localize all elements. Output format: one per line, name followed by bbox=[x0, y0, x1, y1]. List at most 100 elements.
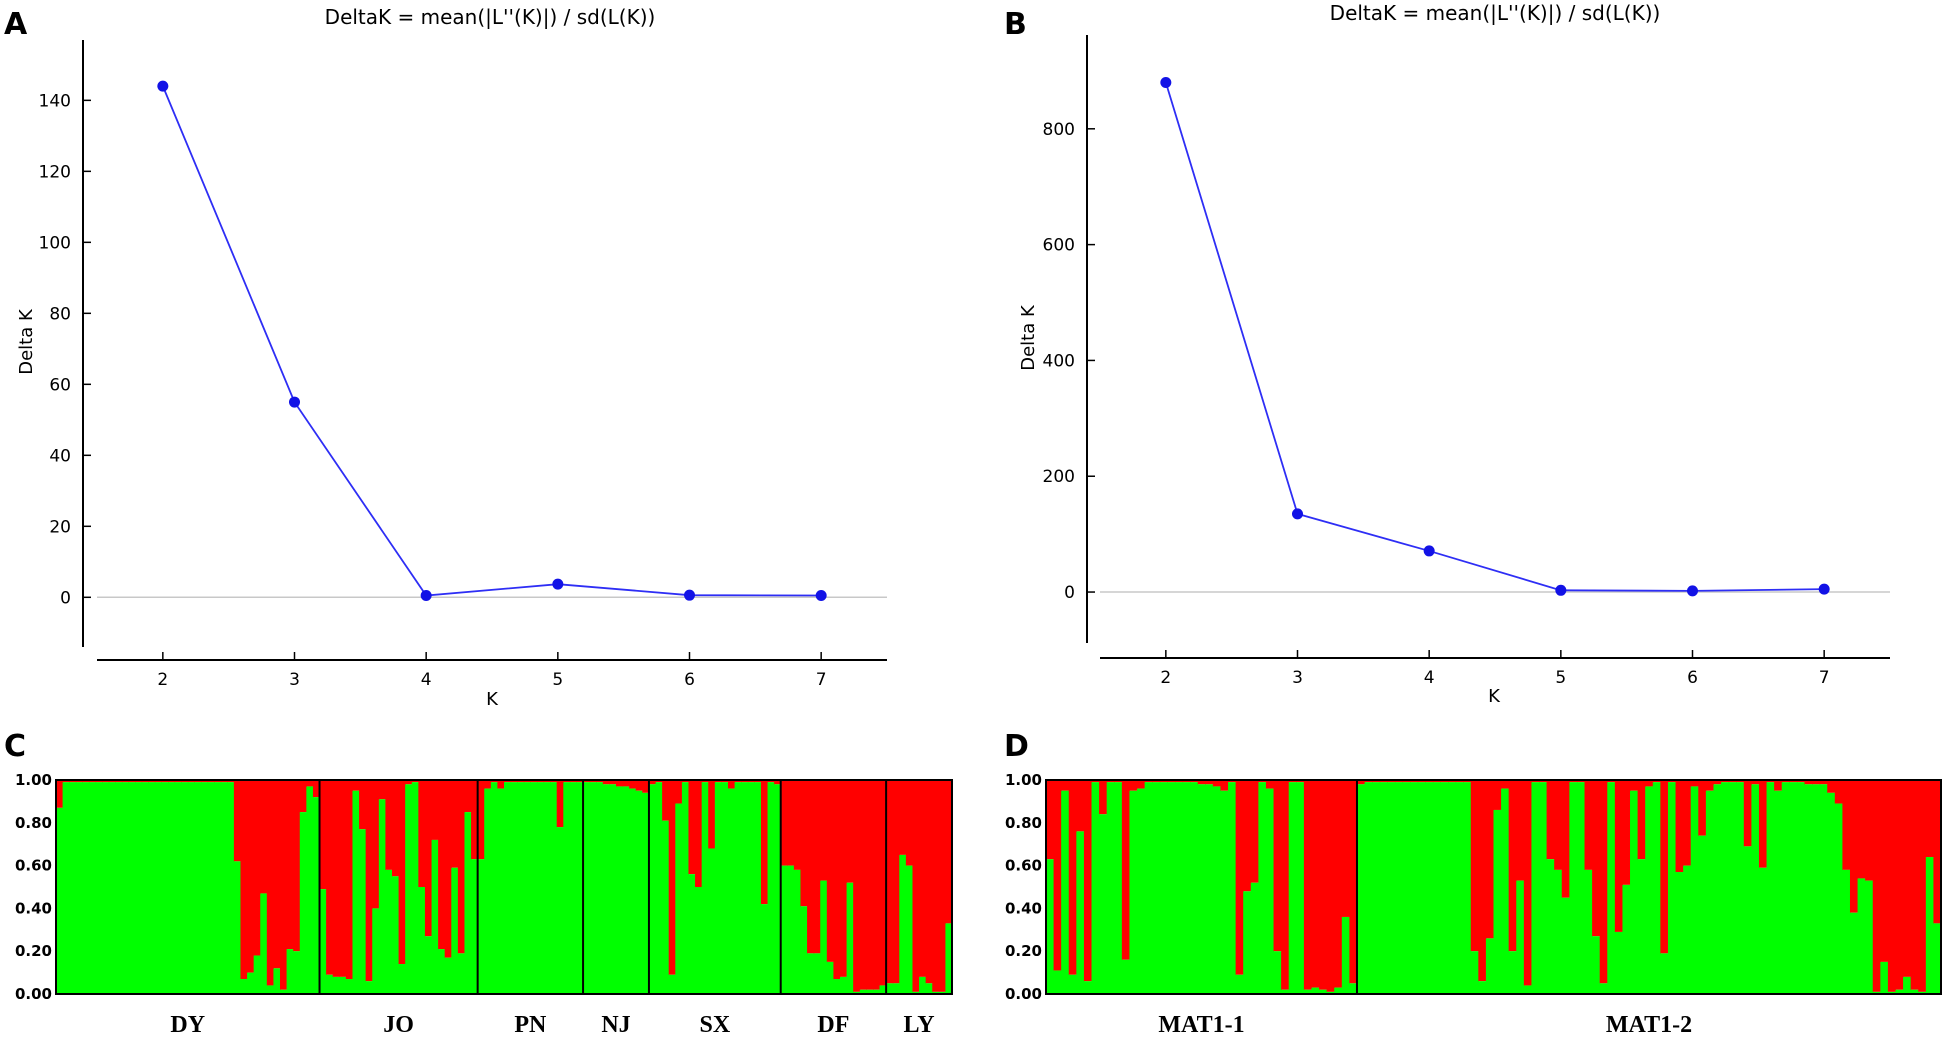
chart-d-bar-red bbox=[1334, 780, 1343, 988]
chart-c-bar-red bbox=[359, 780, 367, 830]
chart-d-bar-green bbox=[1880, 961, 1889, 994]
chart-c-bar-green bbox=[451, 867, 459, 994]
chart-d-bar-red bbox=[1197, 780, 1206, 785]
chart-c-bar-green bbox=[280, 989, 288, 994]
chart-d-ytick-label: 0.80 bbox=[1005, 814, 1042, 832]
chart-d-bar-green bbox=[1819, 784, 1828, 994]
chart-b-xlabel: K bbox=[1488, 686, 1501, 707]
chart-c-bar-green bbox=[260, 893, 268, 994]
chart-d-bar-red bbox=[1660, 780, 1669, 954]
chart-c-ytick-label: 0.80 bbox=[15, 814, 52, 832]
chart-d-bar-red bbox=[1387, 780, 1396, 783]
chart-c-bar-green bbox=[418, 887, 426, 994]
chart-d-bar-green bbox=[1356, 784, 1366, 994]
chart-c-bar-red bbox=[372, 780, 380, 909]
chart-d-bar-green bbox=[1243, 891, 1252, 994]
chart-d-bar-green bbox=[1607, 782, 1616, 994]
chart-c-bar-red bbox=[655, 780, 663, 783]
chart-d-bar-red bbox=[1121, 780, 1131, 960]
chart-d-frame bbox=[1045, 779, 1942, 995]
chart-c-bar-green bbox=[853, 991, 861, 994]
chart-a-point bbox=[157, 80, 169, 92]
chart-a-xtick-label: 2 bbox=[157, 670, 168, 690]
chart-c-bar-red bbox=[872, 780, 881, 990]
chart-c-bar-red bbox=[477, 780, 485, 860]
chart-c-bar-red bbox=[352, 780, 360, 791]
chart-d-bar-green bbox=[1068, 974, 1077, 994]
chart-d-bar-green bbox=[1523, 985, 1533, 994]
chart-c-bar-green bbox=[392, 876, 400, 994]
chart-c-bar-green bbox=[95, 782, 103, 994]
chart-c-bar-red bbox=[886, 780, 894, 984]
chart-d-bar-red bbox=[1205, 780, 1214, 785]
chart-c-bar-green bbox=[411, 782, 419, 994]
chart-c-bar-green bbox=[872, 989, 881, 994]
chart-c-bar-green bbox=[135, 782, 143, 994]
chart-c-bar-green bbox=[925, 983, 933, 994]
chart-c-bar-red bbox=[108, 780, 116, 783]
chart-c-bar-red bbox=[767, 780, 775, 783]
chart-d-bar-green bbox=[1857, 878, 1866, 994]
chart-c-bar-green bbox=[286, 949, 294, 994]
chart-d-bar-green bbox=[1918, 991, 1927, 994]
chart-d-bar-red bbox=[1599, 780, 1608, 984]
chart-d-bar-red bbox=[1099, 780, 1108, 815]
chart-d-bar-green bbox=[1387, 782, 1396, 994]
chart-d-bar-red bbox=[1849, 780, 1859, 913]
chart-d-bar-green bbox=[1645, 786, 1654, 994]
chart-c-bar-red bbox=[550, 780, 558, 783]
chart-c-bar-green bbox=[701, 782, 709, 994]
chart-c-bar-green bbox=[148, 782, 156, 994]
chart-d-bar-red bbox=[1463, 780, 1472, 783]
chart-c-bar-green bbox=[194, 782, 202, 994]
chart-c-bar-red bbox=[602, 780, 611, 785]
chart-c-bar-red bbox=[345, 780, 354, 980]
chart-c-bar-red bbox=[121, 780, 130, 783]
chart-c-bar-red bbox=[635, 780, 643, 791]
chart-c-bar-red bbox=[431, 780, 439, 840]
chart-d-bar-green bbox=[1721, 782, 1730, 994]
chart-b-ytick-label: 200 bbox=[1043, 467, 1075, 487]
chart-c-bar-red bbox=[826, 780, 835, 962]
chart-d-bar-green bbox=[1114, 782, 1123, 994]
chart-d-bar-red bbox=[1569, 780, 1578, 783]
chart-c-bar-green bbox=[293, 951, 301, 994]
chart-d-bar-green bbox=[1046, 859, 1055, 994]
chart-c-bar-green bbox=[754, 782, 762, 994]
chart-c-bar-green bbox=[675, 803, 683, 994]
chart-c-bar-green bbox=[938, 991, 947, 994]
chart-c-bar-red bbox=[629, 780, 637, 789]
chart-c-bar-red bbox=[820, 780, 828, 881]
chart-c-bar-red bbox=[148, 780, 156, 783]
chart-c-bar-green bbox=[326, 974, 334, 994]
chart-d-bar-green bbox=[1303, 989, 1313, 994]
chart-c-bar-green bbox=[214, 782, 222, 994]
chart-c-bar-red bbox=[187, 780, 195, 783]
chart-d-bar-green bbox=[1660, 953, 1669, 994]
chart-d-bar-green bbox=[1698, 835, 1707, 994]
chart-d-bar-green bbox=[1144, 782, 1153, 994]
chart-c-bar-red bbox=[398, 780, 406, 965]
chart-c-bar-green bbox=[88, 782, 97, 994]
chart-d-bar-green bbox=[1410, 782, 1419, 994]
chart-d-bar-green bbox=[1887, 991, 1897, 994]
chart-d-bar-red bbox=[1235, 780, 1244, 975]
chart-d-bar-green bbox=[1812, 784, 1821, 994]
chart-c-bar-red bbox=[365, 780, 373, 982]
chart-a-xtick-label: 5 bbox=[552, 670, 563, 690]
chart-c-bar-green bbox=[471, 859, 479, 994]
chart-c-bar-green bbox=[69, 782, 77, 994]
chart-c-bar-red bbox=[497, 780, 505, 789]
chart-c-bar-red bbox=[69, 780, 77, 783]
chart-d-bar-green bbox=[1273, 951, 1282, 994]
chart-d-bar-green bbox=[1516, 880, 1525, 994]
chart-c-bar-red bbox=[853, 780, 861, 992]
chart-d-bar-green bbox=[1751, 784, 1760, 994]
chart-d-bar-green bbox=[1349, 983, 1358, 994]
chart-c-ytick-label: 0.20 bbox=[15, 942, 52, 960]
chart-c-bar-red bbox=[734, 780, 742, 783]
chart-d-group-label: MAT1-2 bbox=[1606, 1012, 1692, 1038]
chart-d-bar-red bbox=[1046, 780, 1055, 860]
chart-a-point bbox=[552, 578, 564, 590]
chart-d-bar-green bbox=[1106, 782, 1115, 994]
